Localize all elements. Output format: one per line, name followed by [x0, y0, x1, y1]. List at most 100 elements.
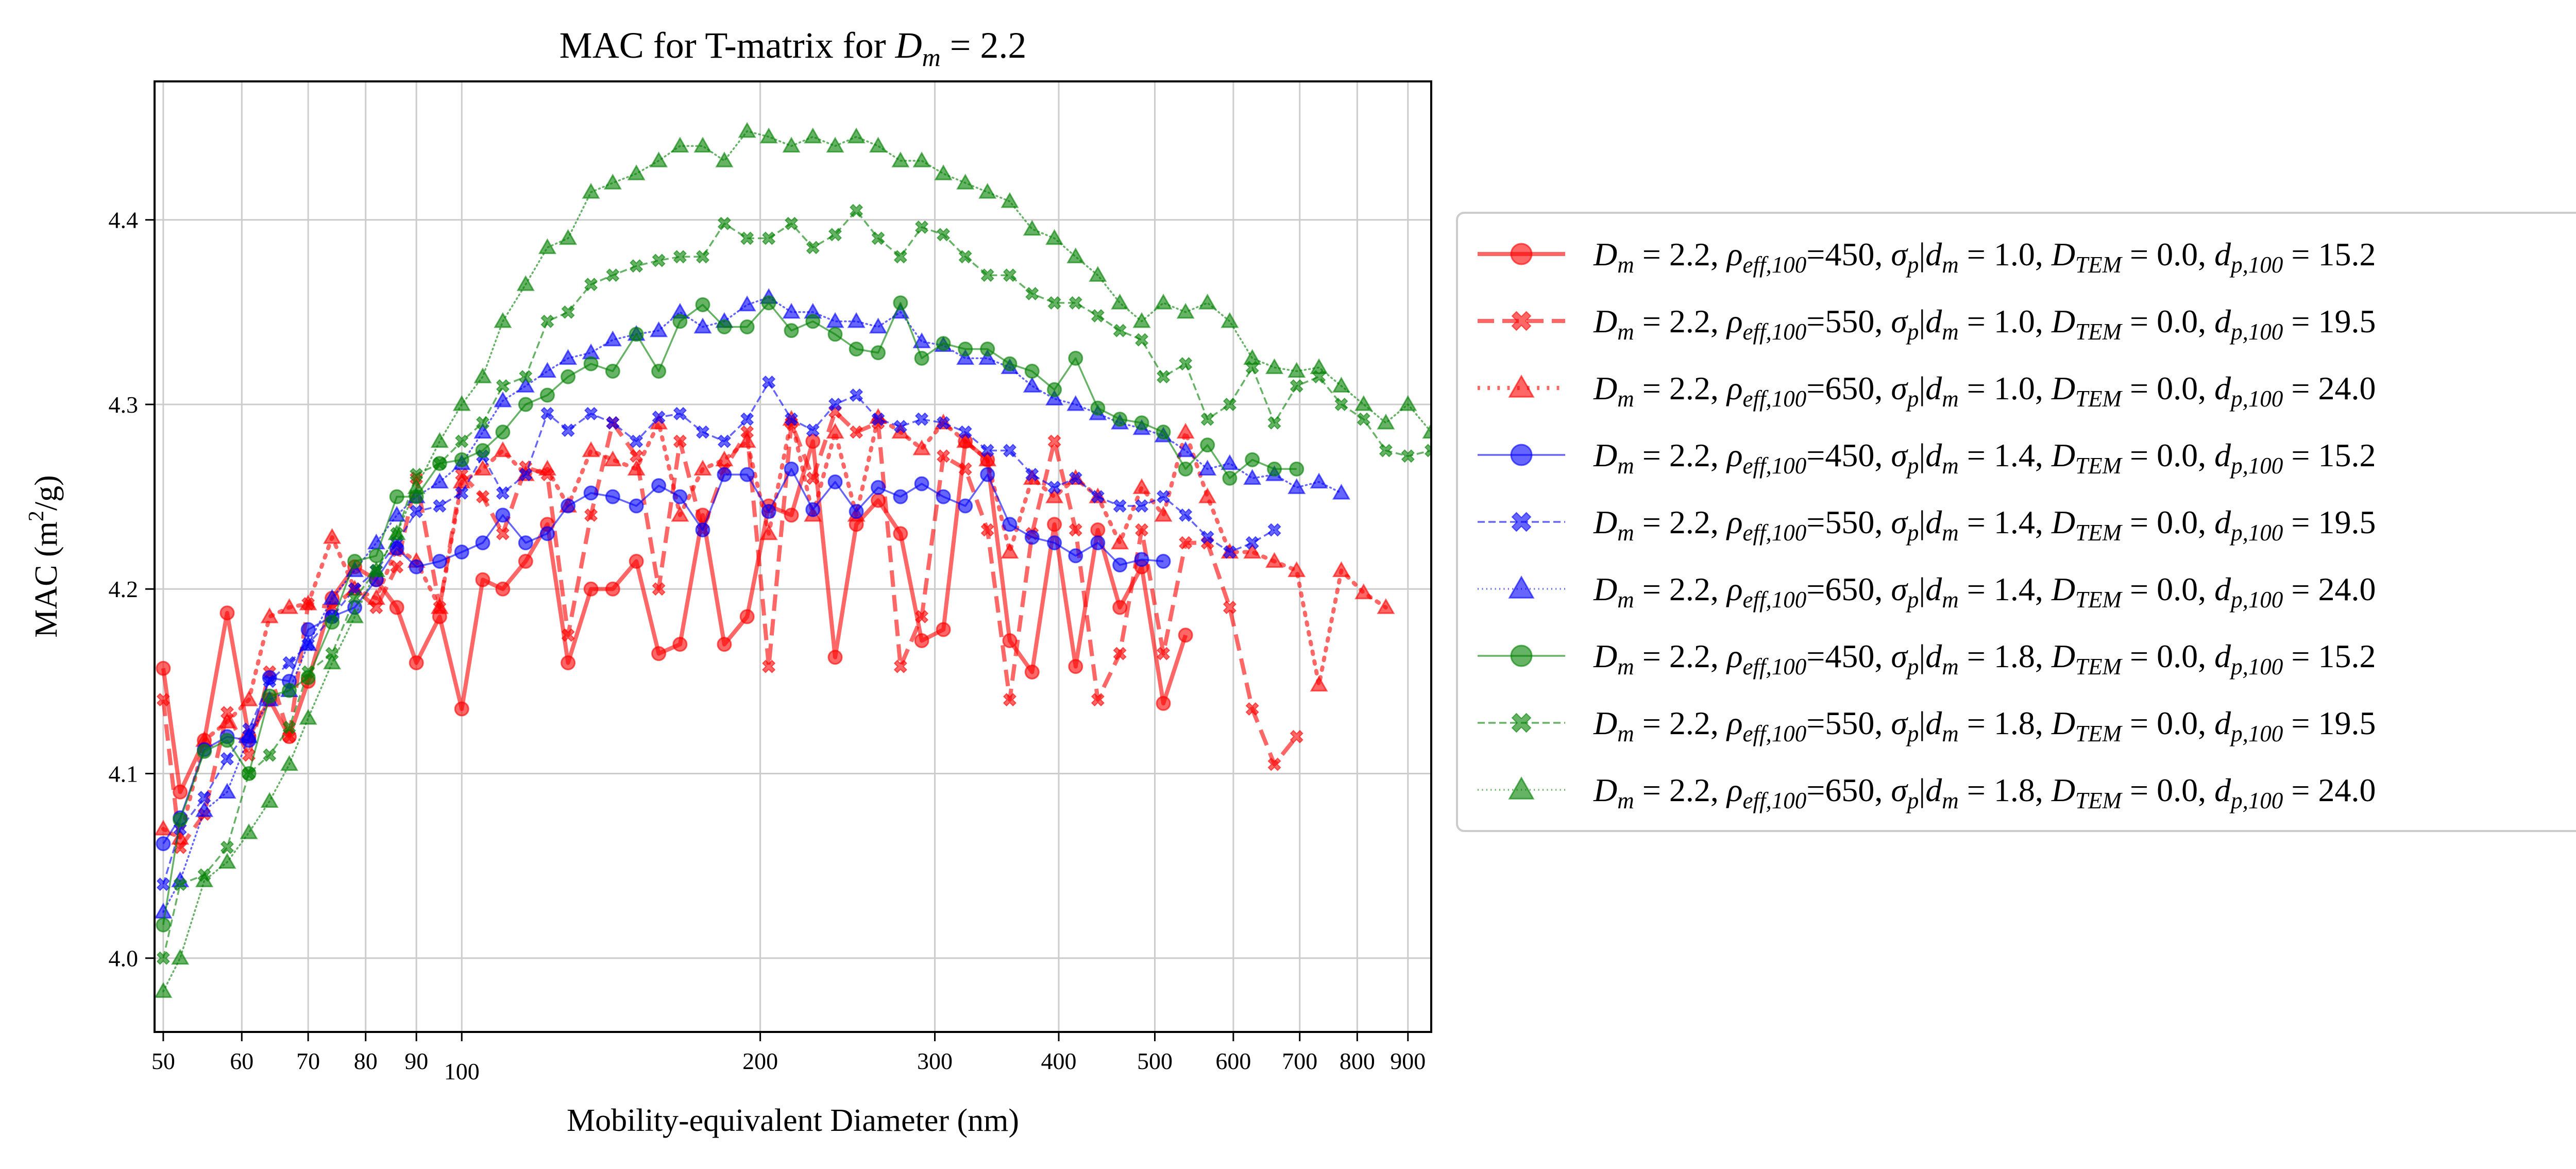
- legend-marker: [1511, 311, 1532, 331]
- data-point: [473, 367, 492, 383]
- data-point: [1289, 461, 1304, 477]
- data-point: [784, 323, 799, 338]
- data-point: [1066, 247, 1085, 264]
- data-point: [738, 432, 756, 448]
- series-line: [161, 415, 1388, 840]
- data-point: [914, 220, 929, 234]
- data-point: [805, 434, 821, 449]
- data-point: [173, 812, 188, 827]
- data-point: [584, 406, 598, 420]
- data-point: [914, 633, 929, 649]
- data-point: [629, 498, 644, 514]
- data-point: [1179, 536, 1193, 550]
- legend-entry: Dm​ = 2.2, ρeff,100​=650, σp​|dm​ = 1.4,…: [1478, 571, 2376, 613]
- data-point: [980, 467, 995, 482]
- data-point: [871, 345, 886, 361]
- data-point: [156, 693, 171, 707]
- data-point: [1112, 557, 1128, 573]
- data-point: [605, 489, 620, 504]
- series-9: [155, 122, 1431, 998]
- series-layer: [155, 122, 1431, 998]
- data-point: [695, 297, 710, 312]
- data-point: [280, 598, 299, 614]
- x-tick-label: 70: [296, 1048, 320, 1074]
- data-point: [738, 295, 756, 312]
- data-point: [1422, 422, 1431, 439]
- legend-marker: [1510, 645, 1533, 667]
- data-point: [1243, 543, 1262, 559]
- data-point: [1377, 413, 1395, 430]
- legend-marker: [1508, 575, 1535, 599]
- x-tick-label: 200: [742, 1048, 778, 1074]
- data-point: [518, 397, 533, 412]
- data-point: [1025, 286, 1039, 301]
- data-point: [171, 948, 190, 965]
- data-point: [561, 628, 575, 642]
- data-point: [409, 655, 424, 670]
- data-point: [518, 553, 533, 569]
- data-point: [958, 462, 972, 476]
- data-point: [958, 250, 972, 264]
- data-point: [850, 425, 863, 439]
- data-point: [540, 314, 554, 328]
- data-point: [155, 982, 173, 998]
- data-point: [1091, 693, 1105, 707]
- data-point: [561, 655, 576, 670]
- data-point: [782, 137, 801, 153]
- data-point: [827, 650, 843, 665]
- legend-label: Dm​ = 2.2, ρeff,100​=450, σp​|dm​ = 1.0,…: [1593, 236, 2376, 278]
- data-point: [1001, 543, 1019, 559]
- data-point: [1178, 628, 1193, 643]
- data-point: [1069, 296, 1082, 310]
- data-point: [696, 425, 710, 439]
- legend-label: Dm​ = 2.2, ρeff,100​=550, σp​|dm​ = 1.8,…: [1593, 705, 2376, 747]
- data-point: [806, 241, 820, 255]
- data-point: [849, 504, 864, 519]
- data-point: [1090, 535, 1106, 551]
- data-point: [494, 312, 512, 328]
- data-point: [717, 637, 732, 652]
- data-point: [173, 784, 188, 800]
- data-point: [260, 792, 279, 808]
- data-point: [1003, 268, 1017, 282]
- data-point: [1134, 415, 1149, 431]
- data-point: [430, 598, 449, 614]
- legend-label: Dm​ = 2.2, ρeff,100​=450, σp​|dm​ = 1.4,…: [1593, 437, 2376, 479]
- data-point: [155, 819, 173, 836]
- data-point: [1221, 454, 1239, 470]
- data-point: [409, 559, 424, 574]
- data-point: [1047, 296, 1061, 310]
- data-point: [1003, 693, 1017, 707]
- data-point: [156, 836, 171, 852]
- data-point: [494, 441, 512, 458]
- data-point: [761, 295, 776, 311]
- data-point: [156, 660, 171, 676]
- grid: [155, 81, 1431, 1032]
- data-point: [1267, 461, 1282, 477]
- data-point: [1111, 293, 1129, 310]
- data-point: [1156, 425, 1171, 440]
- data-point: [805, 314, 821, 329]
- data-point: [473, 422, 492, 439]
- data-point: [496, 527, 510, 540]
- series-5: [156, 375, 1281, 891]
- data-point: [828, 397, 842, 412]
- data-point: [1379, 444, 1393, 458]
- data-point: [1354, 395, 1373, 411]
- data-point: [936, 336, 951, 351]
- data-point: [869, 137, 888, 153]
- data-point: [740, 412, 754, 426]
- data-point: [738, 122, 756, 138]
- data-point: [389, 489, 404, 504]
- data-point: [739, 319, 755, 334]
- data-point: [516, 377, 535, 393]
- data-point: [827, 474, 843, 489]
- data-point: [715, 450, 734, 467]
- data-point: [454, 545, 469, 560]
- data-point: [980, 444, 994, 458]
- data-point: [263, 674, 277, 688]
- data-point: [387, 505, 406, 522]
- data-point: [978, 349, 997, 365]
- data-point: [1354, 583, 1373, 600]
- data-point: [1134, 552, 1149, 567]
